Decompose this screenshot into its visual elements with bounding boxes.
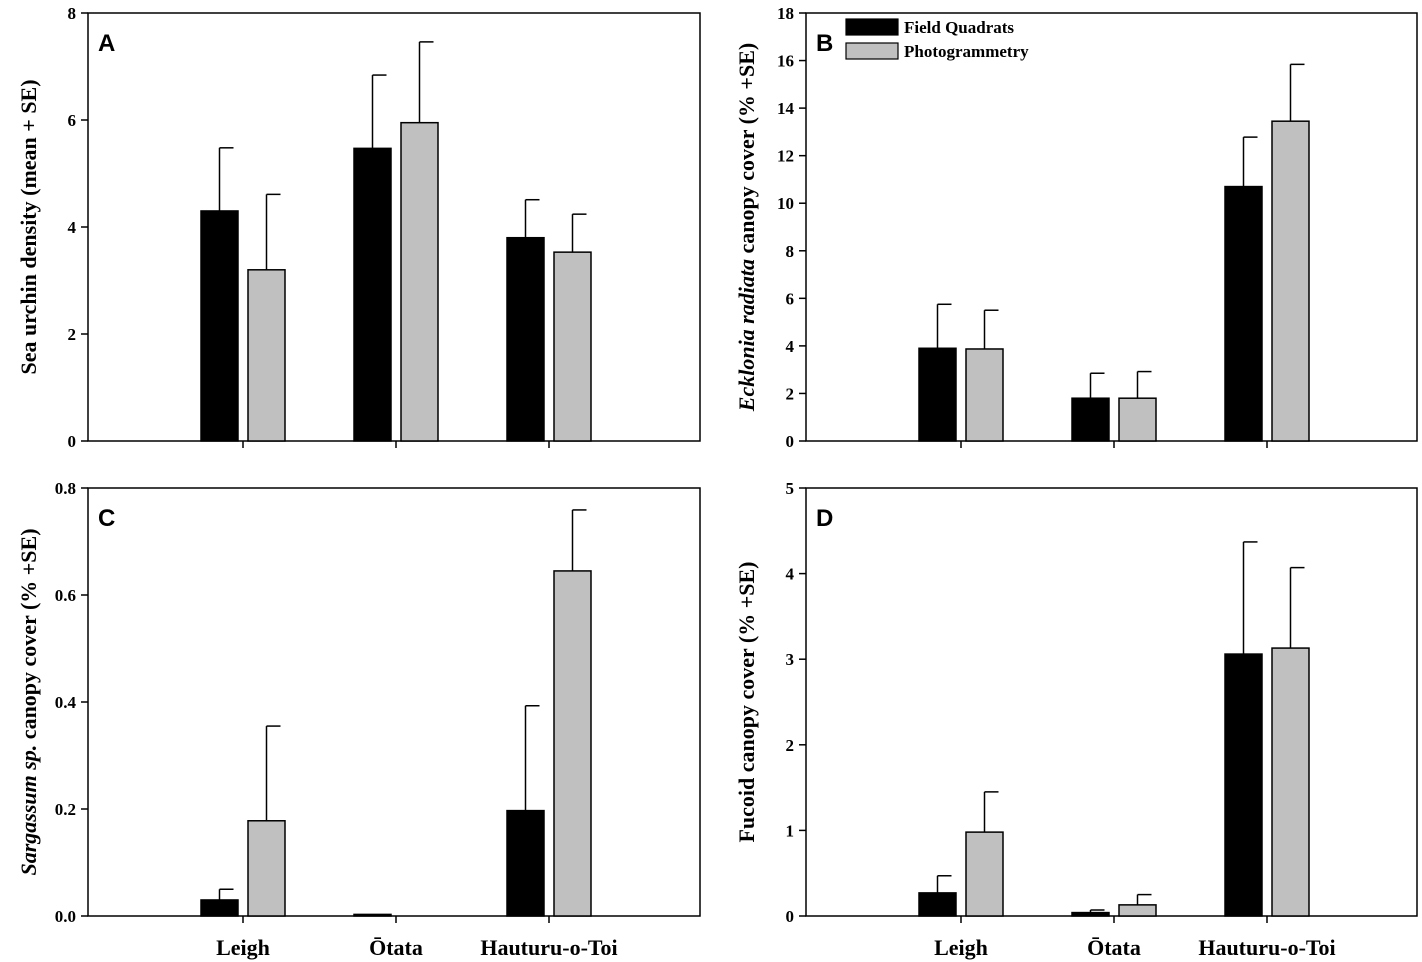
y-tick-label: 12 — [777, 147, 794, 166]
y-tick-label: 6 — [786, 289, 795, 308]
x-category-label: Hauturu-o-Toi — [1198, 935, 1335, 960]
plot-frame — [87, 12, 701, 442]
bar-field-quadrats — [1071, 397, 1110, 442]
y-tick-label: 0.6 — [55, 586, 76, 605]
x-category-label: Leigh — [216, 935, 270, 960]
y-tick-label: 1 — [786, 821, 795, 840]
bar-field-quadrats — [506, 236, 545, 442]
y-tick-label: 8 — [786, 242, 795, 261]
bar-field-quadrats — [353, 147, 392, 442]
y-tick-label: 0.4 — [55, 693, 77, 712]
y-tick-label: 0.8 — [55, 479, 76, 498]
y-tick-label: 2 — [68, 325, 77, 344]
bar-photogrammetry — [553, 251, 592, 442]
y-axis-label-part: Ecklonia radiata — [734, 259, 759, 412]
panel-a: 0 2 4 6 8 A Sea urchin density (mean + SE) — [16, 4, 701, 451]
y-tick-label: 2 — [786, 736, 795, 755]
y-tick-label: 18 — [777, 4, 794, 23]
panel-letter: D — [816, 505, 833, 532]
y-tick-label: 16 — [777, 52, 794, 71]
y-axis-label: Sargassum sp. canopy cover (% +SE) — [16, 528, 41, 875]
bar-photogrammetry — [1271, 120, 1310, 442]
y-axis-label-part: canopy cover (% +SE) — [734, 43, 759, 259]
bar-photogrammetry — [400, 121, 439, 442]
y-axis-label-part: canopy cover (% +SE) — [16, 528, 41, 744]
y-tick-label: 3 — [786, 650, 795, 669]
y-axis-label-part: Sea urchin density (mean + SE) — [16, 79, 41, 374]
bar-field-quadrats — [200, 899, 239, 917]
bar-photogrammetry — [965, 831, 1004, 917]
y-axis-label: Sea urchin density (mean + SE) — [16, 79, 41, 374]
bar-photogrammetry — [1118, 397, 1157, 442]
legend-label: Photogrammetry — [904, 42, 1029, 61]
bar-field-quadrats — [353, 913, 392, 917]
legend-swatch — [845, 42, 899, 60]
panel-letter: C — [98, 505, 115, 532]
bar-photogrammetry — [1118, 904, 1157, 917]
x-category-label: Ōtata — [369, 935, 423, 960]
legend-swatch — [845, 18, 899, 36]
y-tick-label: 4 — [786, 337, 795, 356]
bar-photogrammetry — [965, 348, 1004, 442]
y-axis-label-part: Fucoid canopy cover (% +SE) — [734, 561, 759, 842]
bar-photogrammetry — [247, 269, 286, 442]
plot-frame — [805, 12, 1418, 442]
bar-photogrammetry — [247, 820, 286, 917]
y-tick-label: 8 — [68, 4, 77, 23]
bar-photogrammetry — [553, 570, 592, 917]
bar-field-quadrats — [1071, 911, 1110, 917]
bar-field-quadrats — [918, 347, 957, 442]
x-category-label: Hauturu-o-Toi — [480, 935, 617, 960]
bar-field-quadrats — [1224, 653, 1263, 917]
y-tick-label: 0.2 — [55, 800, 76, 819]
y-tick-label: 2 — [786, 384, 795, 403]
bar-field-quadrats — [918, 892, 957, 917]
y-tick-label: 10 — [777, 194, 794, 213]
x-category-label: Ōtata — [1087, 935, 1141, 960]
y-axis-label: Ecklonia radiata canopy cover (% +SE) — [734, 43, 759, 412]
y-axis-label: Fucoid canopy cover (% +SE) — [734, 561, 759, 842]
legend-label: Field Quadrats — [904, 18, 1014, 37]
x-category-label: Leigh — [934, 935, 988, 960]
y-axis-label-part: Sargassum sp. — [16, 745, 41, 876]
y-tick-label: 0 — [786, 432, 795, 451]
y-tick-label: 4 — [68, 218, 77, 237]
y-tick-label: 5 — [786, 479, 795, 498]
panel-letter: B — [816, 30, 833, 57]
y-tick-label: 4 — [786, 565, 795, 584]
bar-photogrammetry — [1271, 647, 1310, 917]
y-tick-label: 6 — [68, 111, 77, 130]
y-tick-label: 0 — [786, 907, 795, 926]
legend: Field Quadrats Photogrammetry — [845, 18, 1029, 61]
y-tick-label: 0 — [68, 432, 77, 451]
panel-b: 0 2 4 6 8 10 12 14 16 18 B Ecklonia radiata canopy … — [734, 4, 1418, 451]
y-tick-label: 14 — [777, 99, 795, 118]
bar-field-quadrats — [200, 210, 239, 442]
panel-letter: A — [98, 30, 115, 57]
plot-frame — [805, 487, 1418, 917]
bar-field-quadrats — [1224, 185, 1263, 442]
panel-d: 0 1 2 3 4 5 Leigh Ōtata Hauturu-o-Toi D Fucoid can… — [734, 479, 1418, 960]
bar-field-quadrats — [506, 809, 545, 917]
y-tick-label: 0.0 — [55, 907, 76, 926]
panel-c: 0.0 0.2 0.4 0.6 0.8 Leigh Ōtata Hauturu-o-Toi C S… — [16, 479, 701, 960]
plot-frame — [87, 487, 701, 917]
